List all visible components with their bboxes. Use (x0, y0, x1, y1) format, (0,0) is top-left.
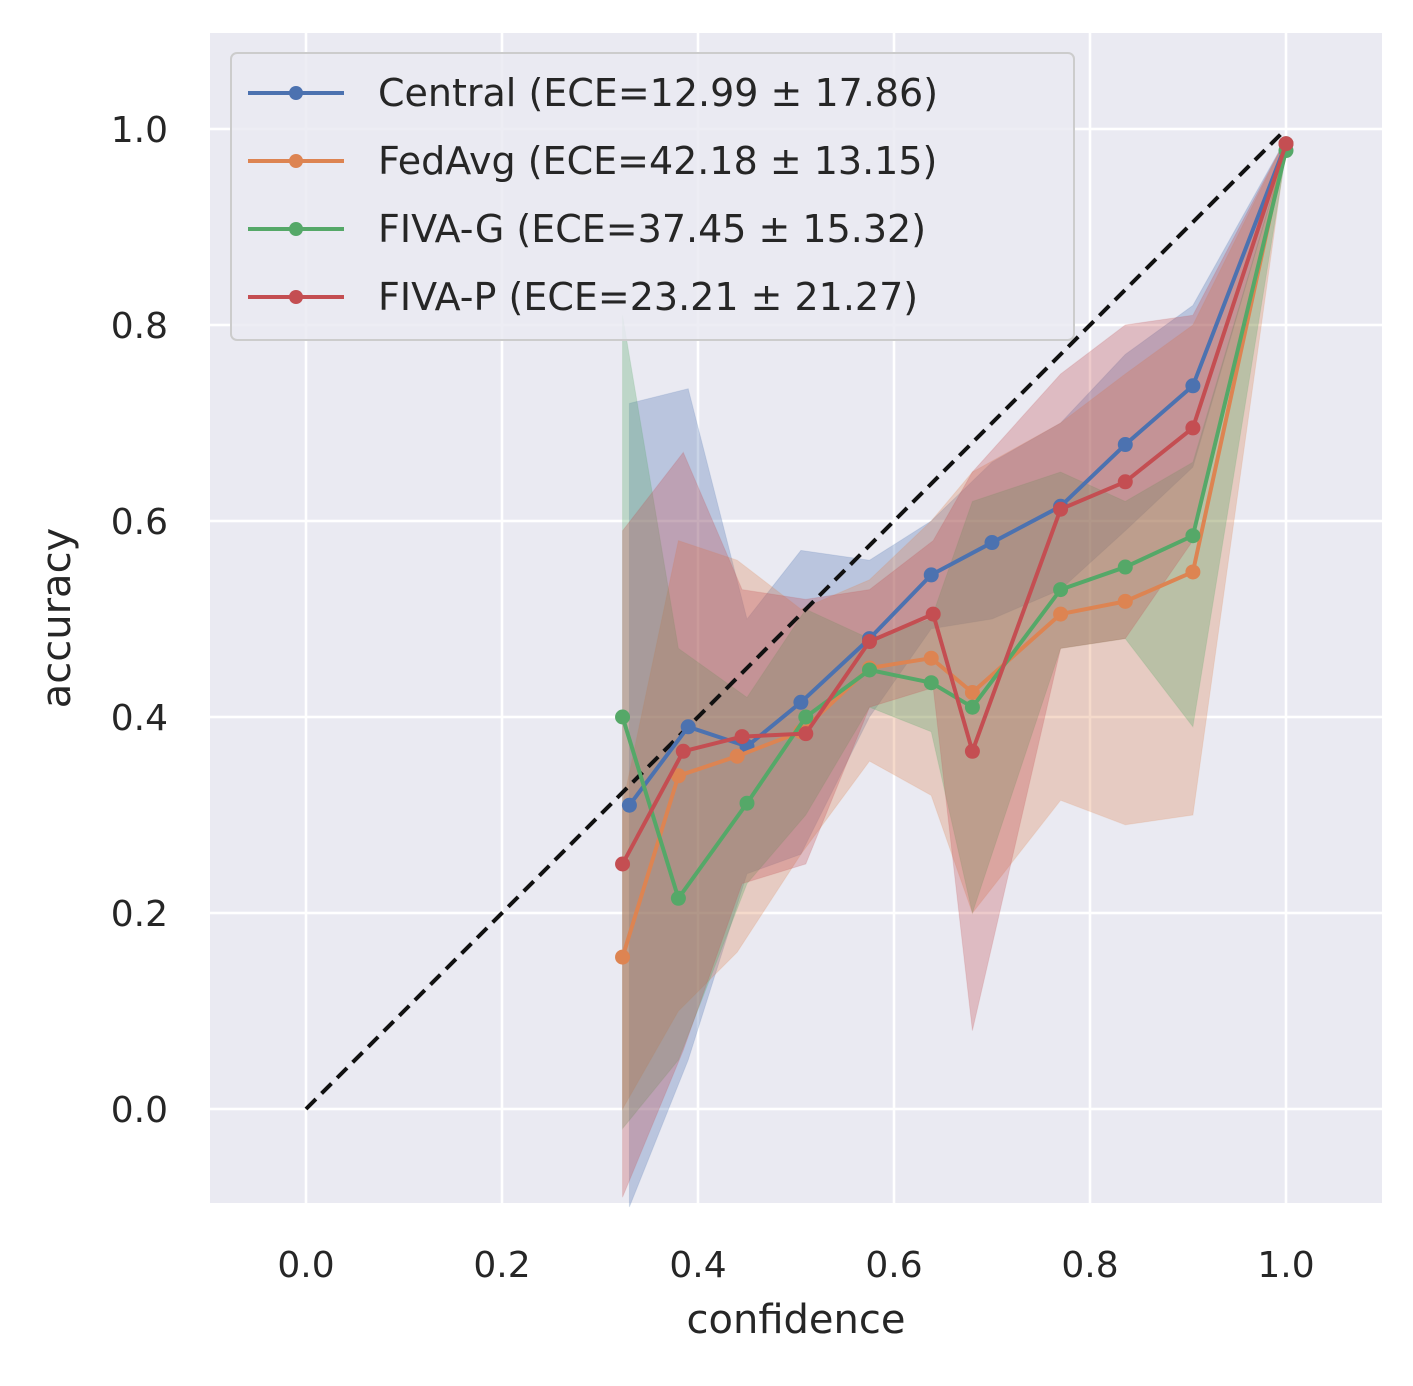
legend-label-1: FedAvg (ECE=42.18 ± 13.15) (378, 139, 937, 183)
legend-label-2: FIVA-G (ECE=37.45 ± 15.32) (378, 207, 926, 251)
x-axis-title: confidence (687, 1297, 906, 1343)
data-point (964, 699, 980, 715)
data-point (1117, 593, 1133, 609)
data-point (739, 795, 755, 811)
data-point (1185, 528, 1201, 544)
data-point (923, 675, 939, 691)
data-point (925, 606, 941, 622)
x-axis-ticks: 0.0 0.2 0.4 0.6 0.8 1.0 (277, 1245, 1314, 1286)
perfect-calibration-line (304, 127, 1288, 1111)
x-tick-label: 0.8 (1061, 1245, 1118, 1286)
x-tick-label: 0.6 (865, 1245, 922, 1286)
data-point (1185, 378, 1201, 394)
data-point (1053, 606, 1069, 622)
legend-marker-3 (289, 290, 303, 304)
y-tick-label: 0.8 (111, 306, 168, 347)
data-point (1117, 559, 1133, 575)
data-point (670, 890, 686, 906)
data-point (862, 662, 877, 678)
data-point (798, 726, 814, 742)
y-axis-title: accuracy (34, 528, 80, 708)
x-tick-label: 0.4 (669, 1245, 726, 1286)
legend-marker-2 (289, 222, 303, 236)
y-tick-label: 0.0 (111, 1090, 168, 1131)
data-point (984, 535, 1000, 551)
data-point (1117, 437, 1133, 453)
data-point (680, 719, 696, 735)
legend-label-3: FIVA-P (ECE=23.21 ± 21.27) (378, 275, 918, 319)
data-point (1185, 564, 1201, 580)
confidence-bands (622, 136, 1287, 1208)
data-point (734, 729, 750, 745)
data-point (1278, 136, 1294, 152)
data-point (670, 768, 686, 784)
data-point (615, 709, 631, 725)
legend-marker-0 (289, 86, 303, 100)
y-tick-label: 1.0 (111, 110, 168, 151)
legend-box (230, 52, 1075, 341)
data-point (798, 709, 814, 725)
data-point (964, 743, 980, 759)
data-point (615, 949, 631, 965)
y-tick-label: 0.4 (111, 698, 168, 739)
data-point (862, 634, 877, 650)
y-tick-label: 0.6 (111, 502, 168, 543)
y-axis-ticks: 0.0 0.2 0.4 0.6 0.8 1.0 (111, 110, 168, 1131)
data-point (675, 743, 691, 759)
legend: Central (ECE=12.99 ± 17.86) FedAvg (ECE=4… (230, 52, 1075, 341)
legend-marker-1 (289, 154, 303, 168)
reference-line (304, 127, 1288, 1111)
data-point (1117, 474, 1133, 490)
data-point (923, 567, 939, 583)
data-point (615, 856, 631, 872)
data-point (1185, 420, 1201, 436)
data-point (923, 650, 939, 666)
x-tick-label: 1.0 (1257, 1245, 1314, 1286)
x-tick-label: 0.2 (473, 1245, 530, 1286)
data-point (729, 748, 745, 764)
x-tick-label: 0.0 (277, 1245, 334, 1286)
data-point (964, 685, 980, 700)
data-point (1053, 582, 1069, 598)
data-point (621, 797, 637, 813)
data-point (793, 694, 809, 710)
series-group (615, 136, 1294, 965)
y-tick-label: 0.2 (111, 894, 168, 935)
legend-label-0: Central (ECE=12.99 ± 17.86) (378, 71, 938, 115)
data-point (1053, 501, 1069, 517)
